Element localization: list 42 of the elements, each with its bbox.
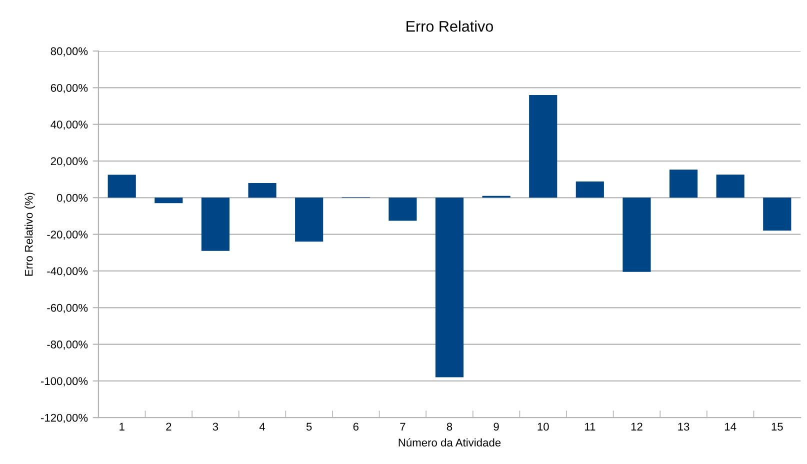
y-tick-label: -20,00% xyxy=(47,230,88,240)
y-tick-label: 80,00% xyxy=(50,47,88,56)
x-tick-label: 13 xyxy=(678,422,690,431)
bar xyxy=(388,198,417,221)
x-tick-label: 4 xyxy=(259,422,266,431)
bar xyxy=(295,198,324,242)
x-tick-label: 10 xyxy=(538,422,549,431)
bar xyxy=(108,174,136,198)
bar xyxy=(154,198,183,204)
bar xyxy=(435,198,464,378)
bar xyxy=(763,198,792,231)
x-tick-label: 9 xyxy=(494,422,499,431)
bar xyxy=(529,95,558,198)
bar xyxy=(576,182,604,198)
x-tick-label: 11 xyxy=(584,422,596,431)
y-tick-label: -100,00% xyxy=(40,377,88,386)
bar xyxy=(669,170,698,198)
bar xyxy=(248,183,276,198)
y-tick-label: -60,00% xyxy=(47,304,88,314)
y-tick-label: -80,00% xyxy=(47,340,88,350)
y-axis-title: Erro Relativo (%) xyxy=(24,192,35,276)
y-tick-label: 0,00% xyxy=(56,194,88,204)
x-tick-label: 12 xyxy=(631,422,642,431)
x-tick-label: 3 xyxy=(212,422,218,431)
x-tick-label: 8 xyxy=(446,422,452,431)
x-tick-label: 5 xyxy=(306,422,312,431)
x-axis-title: Número da Atividade xyxy=(398,438,501,447)
bar xyxy=(201,198,230,251)
y-tick-label: 40,00% xyxy=(50,120,88,130)
bar xyxy=(716,174,744,198)
x-tick-label: 15 xyxy=(772,422,783,431)
y-tick-label: -120,00% xyxy=(40,414,88,424)
x-tick-label: 6 xyxy=(353,422,358,431)
chart-title: Erro Relativo xyxy=(406,20,494,32)
bar xyxy=(622,198,651,272)
x-tick-label: 7 xyxy=(400,422,406,431)
y-tick-label: 60,00% xyxy=(50,84,88,94)
x-tick-label: 2 xyxy=(166,422,172,431)
x-tick-label: 1 xyxy=(120,422,124,431)
x-tick-label: 14 xyxy=(725,422,736,431)
y-tick-label: -40,00% xyxy=(47,267,88,276)
y-tick-label: 20,00% xyxy=(50,157,88,166)
